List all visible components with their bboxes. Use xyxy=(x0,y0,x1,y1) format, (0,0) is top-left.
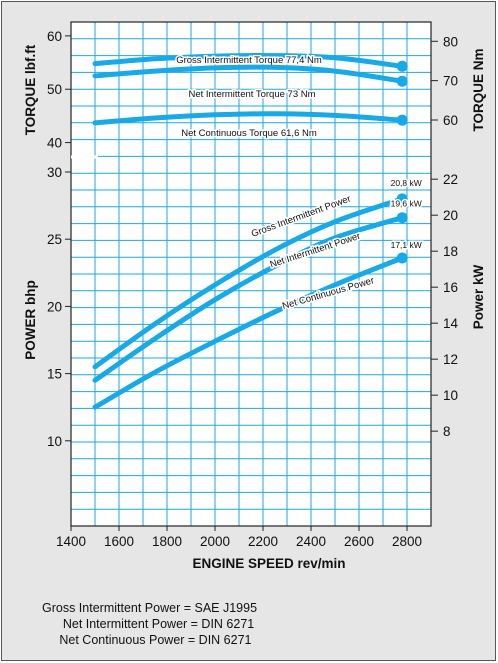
torque-right-tick-label: 60 xyxy=(443,113,458,128)
power-left-tick-label: 25 xyxy=(47,232,62,247)
torque-series-label: Net Intermittent Torque 73 Nm xyxy=(188,89,315,100)
power-left-tick-label: 10 xyxy=(47,434,62,449)
x-tick-label: 1400 xyxy=(56,534,86,549)
power-series-end-value: 17,1 kW xyxy=(391,240,422,250)
power-right-tick-label: 20 xyxy=(443,208,458,223)
power-left-tick-label: 30 xyxy=(47,165,62,180)
power-right-tick-label: 10 xyxy=(443,388,458,403)
footnotes: Gross Intermittent Power = SAE J1995 Net… xyxy=(42,600,257,648)
torque-series-line xyxy=(92,52,405,69)
x-tick-label: 2200 xyxy=(248,534,278,549)
footnote-gross-power: Gross Intermittent Power = SAE J1995 xyxy=(42,601,258,615)
torque-series-line xyxy=(92,64,405,84)
power-series-endpoint xyxy=(396,252,408,264)
footnote-net-continuous-power: Net Continuous Power = DIN 6271 xyxy=(42,633,252,647)
torque-right-tick-label: 80 xyxy=(443,34,458,49)
plot-frame xyxy=(70,21,432,527)
x-tick-label: 1800 xyxy=(152,534,182,549)
torque-series-endpoint xyxy=(396,75,408,87)
power-left-tick-label: 15 xyxy=(47,367,62,382)
torque-left-tick-label: 50 xyxy=(47,82,62,97)
power-series-line xyxy=(92,215,405,383)
power-series-line xyxy=(92,255,405,410)
grid xyxy=(70,21,432,527)
torque-left-tick-label: 40 xyxy=(47,136,62,151)
power-right-tick-label: 22 xyxy=(443,172,458,187)
x-tick-label: 2800 xyxy=(392,534,422,549)
engine-performance-chart: 40 50 60 10 15 20 25 30 60 70 80 8 10 12 14 16 18 20 22 140… xyxy=(23,21,486,571)
torque-series-line xyxy=(92,111,405,126)
power-series-endpoint xyxy=(396,212,408,224)
power-left-axis-title: POWER bhp xyxy=(23,280,38,360)
power-right-tick-label: 12 xyxy=(443,352,458,367)
torque-right-axis-title: TORQUE Nm xyxy=(471,48,486,131)
torque-series-label: Gross Intermittent Torque 77,4 Nm xyxy=(176,55,322,66)
torque-right-tick-label: 70 xyxy=(443,74,458,89)
torque-series-label: Net Continuous Torque 61,6 Nm xyxy=(181,128,317,139)
footnote-net-intermittent-power: Net Intermittent Power = DIN 6271 xyxy=(42,617,255,631)
power-series-line xyxy=(92,196,405,370)
x-tick-label: 2600 xyxy=(344,534,374,549)
x-tick-label: 1600 xyxy=(104,534,134,549)
x-tick-label: 2400 xyxy=(296,534,326,549)
torque-series-endpoint xyxy=(396,114,408,126)
torque-left-axis-title: TORQUE lbf.ft xyxy=(23,44,38,135)
power-right-axis-title: Power kW xyxy=(471,264,486,329)
torque-left-tick-label: 60 xyxy=(47,29,62,44)
power-series-end-value: 19,6 kW xyxy=(391,199,422,209)
power-right-tick-label: 8 xyxy=(443,424,451,439)
x-tick-label: 2000 xyxy=(200,534,230,549)
power-series-endpoint xyxy=(396,193,408,205)
power-right-tick-label: 18 xyxy=(443,244,458,259)
power-series-end-value: 20,8 kW xyxy=(391,178,422,188)
x-axis-title: ENGINE SPEED rev/min xyxy=(192,556,345,571)
power-right-tick-label: 14 xyxy=(443,316,459,331)
power-left-tick-label: 20 xyxy=(47,299,62,314)
power-right-tick-label: 16 xyxy=(443,280,458,295)
torque-series-endpoint xyxy=(396,60,408,72)
